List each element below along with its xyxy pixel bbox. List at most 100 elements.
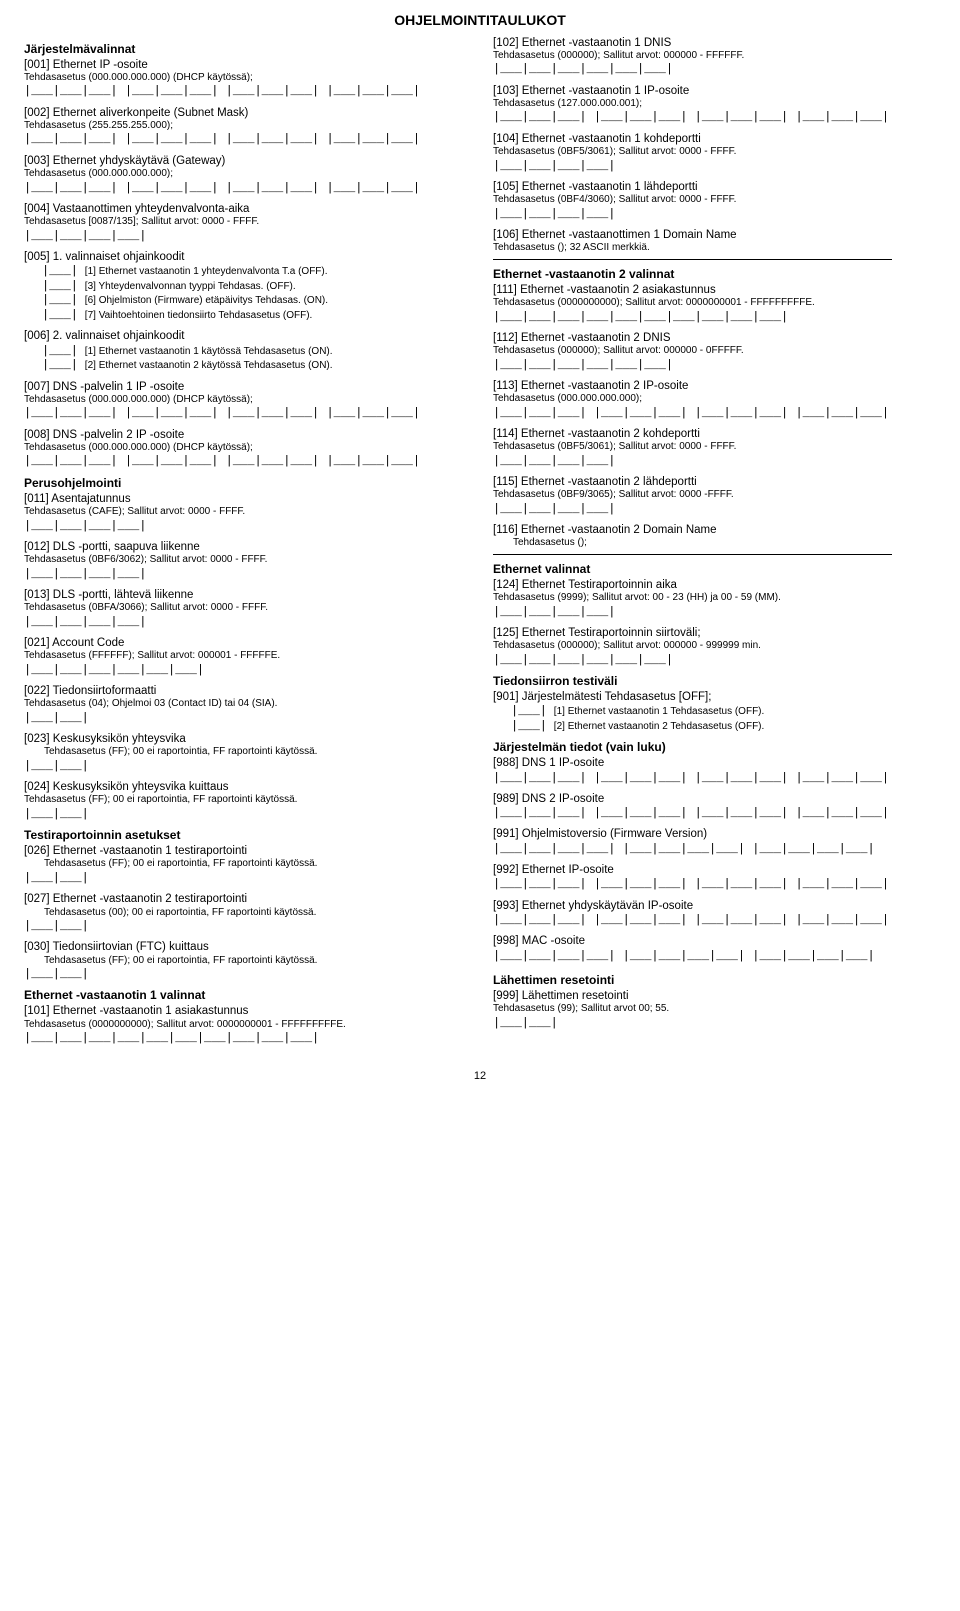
param-entry: [104] Ethernet -vastaanotin 1 kohdeportt… [493, 132, 936, 173]
sub-option: |___| [1] Ethernet vastaanotin 1 yhteyde… [42, 264, 467, 279]
entry-title: [992] Ethernet IP-osoite [493, 863, 936, 877]
section-heading: Ethernet valinnat [493, 562, 936, 577]
sub-option: |___| [1] Ethernet vastaanotin 1 Tehdasa… [511, 704, 936, 719]
sub-option: |___| [7] Vaihtoehtoinen tiedonsiirto Te… [42, 308, 467, 323]
left-column: Järjestelmävalinnat [001] Ethernet IP -o… [24, 36, 467, 1053]
entry-title: [124] Ethernet Testiraportoinnin aika [493, 578, 936, 592]
param-entry: [024] Keskusyksikön yhteysvika kuittaus … [24, 780, 467, 821]
entry-sub: Tehdasasetus (0000000000); Sallitut arvo… [493, 297, 936, 310]
param-entry: [008] DNS -palvelin 2 IP -osoite Tehdasa… [24, 428, 467, 469]
entry-title: [024] Keskusyksikön yhteysvika kuittaus [24, 780, 467, 794]
tick-boxes: |___|___| [24, 920, 467, 933]
tick-boxes: |___| [511, 705, 547, 718]
sub-option: |___| [3] Yhteydenvalvonnan tyyppi Tehda… [42, 279, 467, 294]
entry-title: [103] Ethernet -vastaanotin 1 IP-osoite [493, 84, 936, 98]
param-entry: [102] Ethernet -vastaanotin 1 DNIS Tehda… [493, 36, 936, 77]
entry-sub: Tehdasasetus (9999); Sallitut arvot: 00 … [493, 592, 936, 605]
param-entry: [026] Ethernet -vastaanotin 1 testirapor… [24, 844, 467, 885]
page-title: OHJELMOINTITAULUKOT [24, 12, 936, 30]
entry-sub: Tehdasasetus (0BFA/3066); Sallitut arvot… [24, 602, 467, 615]
entry-sub: Tehdasasetus (FF); 00 ei raportointia, F… [24, 858, 467, 871]
entry-sub: Tehdasasetus (00); 00 ei raportointia, F… [24, 907, 467, 920]
param-entry: [993] Ethernet yhdyskäytävän IP-osoite |… [493, 899, 936, 928]
entry-sub: Tehdasasetus (CAFE); Sallitut arvot: 000… [24, 506, 467, 519]
entry-title: [007] DNS -palvelin 1 IP -osoite [24, 380, 467, 394]
section-heading: Testiraportoinnin asetukset [24, 828, 467, 843]
entry-title: [101] Ethernet -vastaanotin 1 asiakastun… [24, 1004, 467, 1018]
entry-sub: Tehdasasetus (0BF5/3061); Sallitut arvot… [493, 146, 936, 159]
entry-title: [989] DNS 2 IP-osoite [493, 792, 936, 806]
param-entry: [992] Ethernet IP-osoite |___|___|___| |… [493, 863, 936, 892]
tick-boxes: |___| [42, 280, 78, 293]
tick-boxes: |___|___|___|___|___|___| [24, 664, 467, 677]
entry-title: [105] Ethernet -vastaanotin 1 lähdeportt… [493, 180, 936, 194]
param-entry: [007] DNS -palvelin 1 IP -osoite Tehdasa… [24, 380, 467, 421]
entry-sub: Tehdasasetus (000.000.000.000) (DHCP käy… [24, 394, 467, 407]
tick-boxes: |___|___| [24, 968, 467, 981]
tick-boxes: |___|___|___|___| [493, 503, 936, 516]
entry-title: [030] Tiedonsiirtovian (FTC) kuittaus [24, 940, 467, 954]
entry-title: [012] DLS -portti, saapuva liikenne [24, 540, 467, 554]
entry-title: [006] 2. valinnaiset ohjainkoodit [24, 329, 467, 343]
entry-sub: Tehdasasetus (99); Sallitut arvot 00; 55… [493, 1003, 936, 1016]
right-column: [102] Ethernet -vastaanotin 1 DNIS Tehda… [493, 36, 936, 1053]
tick-boxes: |___|___|___|___| [24, 616, 467, 629]
param-entry: [013] DLS -portti, lähtevä liikenne Tehd… [24, 588, 467, 629]
divider [493, 259, 892, 260]
tick-boxes: |___|___|___| |___|___|___| |___|___|___… [24, 133, 467, 146]
tick-boxes: |___|___|___| |___|___|___| |___|___|___… [493, 407, 936, 420]
sub-option-text: [1] Ethernet vastaanotin 1 käytössä Tehd… [85, 346, 333, 357]
tick-boxes: |___|___|___|___| [493, 455, 936, 468]
sub-option-text: [3] Yhteydenvalvonnan tyyppi Tehdasas. (… [85, 281, 296, 292]
page-number: 12 [24, 1070, 936, 1084]
sub-option-text: [2] Ethernet vastaanotin 2 käytössä Tehd… [85, 360, 333, 371]
param-entry: [114] Ethernet -vastaanotin 2 kohdeportt… [493, 427, 936, 468]
entry-sub: Tehdasasetus (); 32 ASCII merkkiä. [493, 242, 936, 255]
tick-boxes: |___|___|___|___|___|___| [493, 359, 936, 372]
tick-boxes: |___|___|___|___| [493, 606, 936, 619]
section-heading: Perusohjelmointi [24, 476, 467, 491]
param-entry: [991] Ohjelmistoversio (Firmware Version… [493, 827, 936, 856]
param-entry: [125] Ethernet Testiraportoinnin siirtov… [493, 626, 936, 667]
tick-boxes: |___|___| [493, 1017, 936, 1030]
entry-title: [106] Ethernet -vastaanottimen 1 Domain … [493, 228, 936, 242]
param-entry: [027] Ethernet -vastaanotin 2 testirapor… [24, 892, 467, 933]
param-entry: [006] 2. valinnaiset ohjainkoodit |___| … [24, 329, 467, 372]
tick-boxes: |___|___|___|___|___|___| [493, 654, 936, 667]
entry-title: [026] Ethernet -vastaanotin 1 testirapor… [24, 844, 467, 858]
entry-sub: Tehdasasetus (); [493, 537, 936, 550]
section-heading: Ethernet -vastaanotin 1 valinnat [24, 988, 467, 1003]
entry-title: [113] Ethernet -vastaanotin 2 IP-osoite [493, 379, 936, 393]
entry-title: [104] Ethernet -vastaanotin 1 kohdeportt… [493, 132, 936, 146]
tick-boxes: |___| [42, 309, 78, 322]
section-heading: Järjestelmän tiedot (vain luku) [493, 740, 936, 755]
tick-boxes: |___|___|___| |___|___|___| |___|___|___… [493, 807, 936, 820]
entry-title: [993] Ethernet yhdyskäytävän IP-osoite [493, 899, 936, 913]
sub-option-text: [2] Ethernet vastaanotin 2 Tehdasasetus … [554, 721, 764, 732]
tick-boxes: |___|___|___|___|___|___| [493, 63, 936, 76]
entry-title: [013] DLS -portti, lähtevä liikenne [24, 588, 467, 602]
tick-boxes: |___|___| [24, 760, 467, 773]
tick-boxes: |___|___|___|___| |___|___|___|___| |___… [493, 843, 936, 856]
section-heading: Järjestelmävalinnat [24, 42, 467, 57]
sub-option-text: [6] Ohjelmiston (Firmware) etäpäivitys T… [85, 295, 328, 306]
param-entry: [115] Ethernet -vastaanotin 2 lähdeportt… [493, 475, 936, 516]
tick-boxes: |___|___|___|___|___|___|___|___|___|___… [24, 1032, 467, 1045]
section-heading: Tiedonsiirron testiväli [493, 674, 936, 689]
tick-boxes: |___|___|___|___| [24, 568, 467, 581]
entry-sub: Tehdasasetus (FF); 00 ei raportointia, F… [24, 955, 467, 968]
entry-sub: Tehdasasetus (FFFFFF); Sallitut arvot: 0… [24, 650, 467, 663]
param-entry: [988] DNS 1 IP-osoite |___|___|___| |___… [493, 756, 936, 785]
entry-title: [022] Tiedonsiirtoformaatti [24, 684, 467, 698]
entry-title: [002] Ethernet aliverkonpeite (Subnet Ma… [24, 106, 467, 120]
tick-boxes: |___|___|___| |___|___|___| |___|___|___… [493, 111, 936, 124]
section-heading: Lähettimen resetointi [493, 973, 936, 988]
entry-sub: Tehdasasetus (FF); 00 ei raportointia, F… [24, 746, 467, 759]
divider [493, 554, 892, 555]
entry-title: [102] Ethernet -vastaanotin 1 DNIS [493, 36, 936, 50]
param-entry: [101] Ethernet -vastaanotin 1 asiakastun… [24, 1004, 467, 1045]
param-entry: [111] Ethernet -vastaanotin 2 asiakastun… [493, 283, 936, 324]
param-entry: [112] Ethernet -vastaanotin 2 DNIS Tehda… [493, 331, 936, 372]
param-entry: [989] DNS 2 IP-osoite |___|___|___| |___… [493, 792, 936, 821]
param-entry: [999] Lähettimen resetointi Tehdasasetus… [493, 989, 936, 1030]
